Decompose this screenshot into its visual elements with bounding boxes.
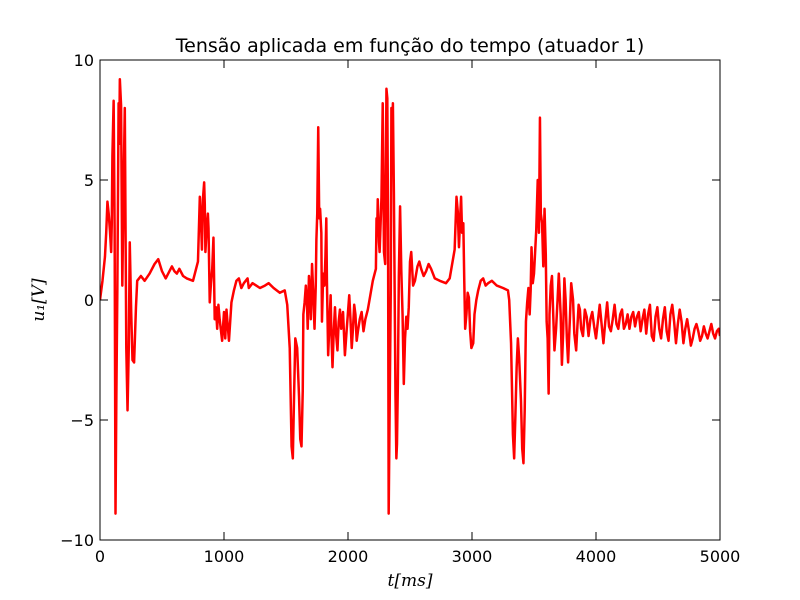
ticks-layer: 0 1000 2000 3000 4000 5000 −10 −5 0 5 10 <box>60 51 740 566</box>
x-axis-label: t[ms] <box>388 571 433 591</box>
chart-title: Tensão aplicada em função do tempo (atua… <box>175 35 645 57</box>
x-tick-label: 2000 <box>328 547 369 566</box>
y-tick-label: −10 <box>60 531 94 550</box>
y-tick-label: 0 <box>84 291 94 310</box>
y-axis-label: u₁[V] <box>29 278 49 322</box>
y-tick-label: 10 <box>74 51 94 70</box>
x-tick-label: 4000 <box>576 547 617 566</box>
plot-area: 0 1000 2000 3000 4000 5000 −10 −5 0 5 10 <box>60 51 740 566</box>
x-tick-label: 0 <box>95 547 105 566</box>
series-layer <box>100 77 720 515</box>
series-line-0 <box>100 77 720 515</box>
y-tick-label: −5 <box>70 411 94 430</box>
y-tick-label: 5 <box>84 171 94 190</box>
x-tick-label: 3000 <box>452 547 493 566</box>
x-tick-label: 5000 <box>700 547 741 566</box>
x-tick-label: 1000 <box>204 547 245 566</box>
